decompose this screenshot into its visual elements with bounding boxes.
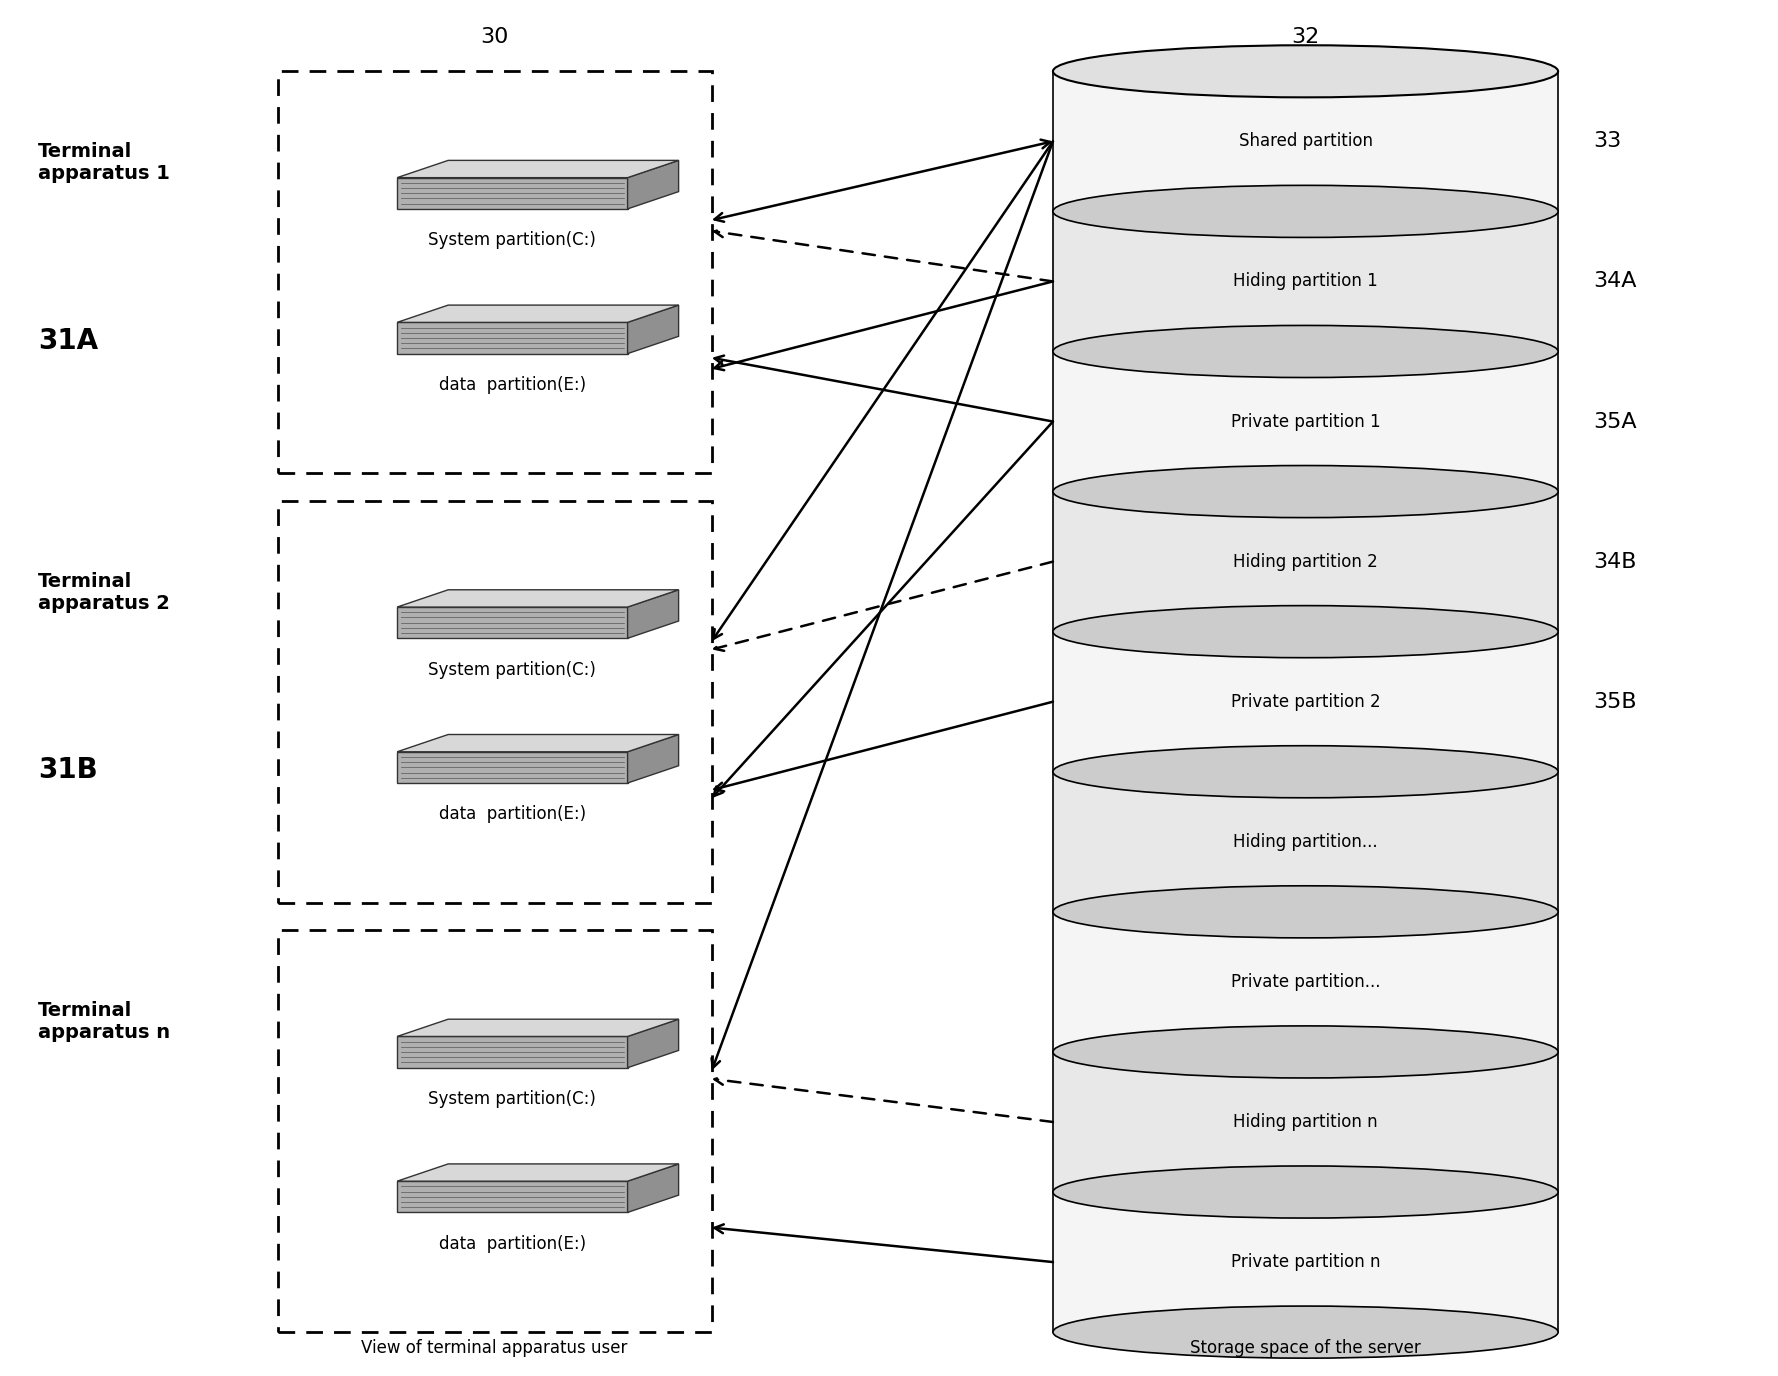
Text: View of terminal apparatus user: View of terminal apparatus user	[361, 1339, 628, 1357]
Polygon shape	[628, 590, 679, 638]
Bar	[277, 72, 711, 473]
Ellipse shape	[1053, 1165, 1558, 1218]
FancyArrowPatch shape	[715, 228, 1053, 282]
Ellipse shape	[1053, 186, 1558, 238]
Ellipse shape	[1053, 605, 1558, 658]
Polygon shape	[396, 1164, 679, 1181]
FancyArrowPatch shape	[715, 355, 1053, 421]
Bar	[1053, 212, 1558, 351]
Polygon shape	[396, 1181, 628, 1212]
Text: System partition(C:): System partition(C:)	[428, 660, 596, 678]
Text: Terminal
apparatus n: Terminal apparatus n	[37, 1000, 171, 1042]
Text: Hiding partition 1: Hiding partition 1	[1234, 272, 1378, 290]
Polygon shape	[396, 1036, 628, 1068]
Text: Private partition 1: Private partition 1	[1230, 413, 1380, 431]
Bar	[1053, 491, 1558, 632]
Text: 35A: 35A	[1593, 411, 1638, 432]
Text: 32: 32	[1291, 28, 1319, 47]
Polygon shape	[628, 735, 679, 783]
Ellipse shape	[1053, 1306, 1558, 1358]
Polygon shape	[396, 178, 628, 209]
Text: Private partition...: Private partition...	[1230, 973, 1380, 991]
Text: Private partition n: Private partition n	[1230, 1254, 1380, 1271]
Bar	[1053, 1192, 1558, 1332]
Polygon shape	[396, 590, 679, 607]
Text: data  partition(E:): data partition(E:)	[439, 1234, 587, 1252]
Text: data  partition(E:): data partition(E:)	[439, 805, 587, 823]
Text: 35B: 35B	[1593, 692, 1638, 711]
Polygon shape	[396, 1020, 679, 1036]
FancyArrowPatch shape	[715, 561, 1053, 651]
Text: System partition(C:): System partition(C:)	[428, 1090, 596, 1108]
Bar	[277, 930, 711, 1332]
Polygon shape	[396, 305, 679, 322]
Text: 33: 33	[1593, 131, 1622, 151]
Bar	[1053, 72, 1558, 212]
Text: Terminal
apparatus 1: Terminal apparatus 1	[37, 142, 171, 183]
Polygon shape	[396, 607, 628, 638]
Polygon shape	[628, 1020, 679, 1068]
Ellipse shape	[1053, 1026, 1558, 1077]
Polygon shape	[396, 751, 628, 783]
FancyArrowPatch shape	[713, 421, 1053, 797]
Text: 31B: 31B	[37, 757, 98, 784]
Text: 30: 30	[480, 28, 509, 47]
Polygon shape	[396, 322, 628, 354]
Text: Storage space of the server: Storage space of the server	[1189, 1339, 1421, 1357]
Text: Hiding partition n: Hiding partition n	[1234, 1113, 1378, 1131]
Bar	[1053, 772, 1558, 912]
Text: Terminal
apparatus 2: Terminal apparatus 2	[37, 571, 171, 612]
FancyArrowPatch shape	[711, 142, 1053, 1068]
Text: 34A: 34A	[1593, 271, 1638, 292]
FancyArrowPatch shape	[715, 139, 1051, 222]
Ellipse shape	[1053, 465, 1558, 517]
Text: 34B: 34B	[1593, 552, 1638, 571]
Bar	[1053, 632, 1558, 772]
FancyArrowPatch shape	[715, 702, 1053, 791]
Text: Shared partition: Shared partition	[1239, 132, 1373, 150]
Bar	[1053, 1051, 1558, 1192]
FancyArrowPatch shape	[715, 1076, 1053, 1121]
Ellipse shape	[1053, 326, 1558, 377]
Bar	[277, 501, 711, 903]
Ellipse shape	[1053, 45, 1558, 98]
Polygon shape	[396, 161, 679, 178]
Polygon shape	[628, 305, 679, 354]
Ellipse shape	[1053, 746, 1558, 798]
Text: data  partition(E:): data partition(E:)	[439, 376, 587, 394]
Text: System partition(C:): System partition(C:)	[428, 231, 596, 249]
Ellipse shape	[1053, 886, 1558, 938]
Text: Private partition 2: Private partition 2	[1230, 692, 1380, 711]
Polygon shape	[628, 161, 679, 209]
Text: Hiding partition...: Hiding partition...	[1234, 832, 1378, 850]
Polygon shape	[628, 1164, 679, 1212]
FancyArrowPatch shape	[715, 1225, 1053, 1262]
Text: Hiding partition 2: Hiding partition 2	[1234, 553, 1378, 571]
Bar	[1053, 912, 1558, 1051]
Bar	[1053, 351, 1558, 491]
Text: 31A: 31A	[37, 327, 98, 355]
FancyArrowPatch shape	[713, 142, 1053, 638]
Polygon shape	[396, 735, 679, 751]
FancyArrowPatch shape	[715, 282, 1053, 370]
